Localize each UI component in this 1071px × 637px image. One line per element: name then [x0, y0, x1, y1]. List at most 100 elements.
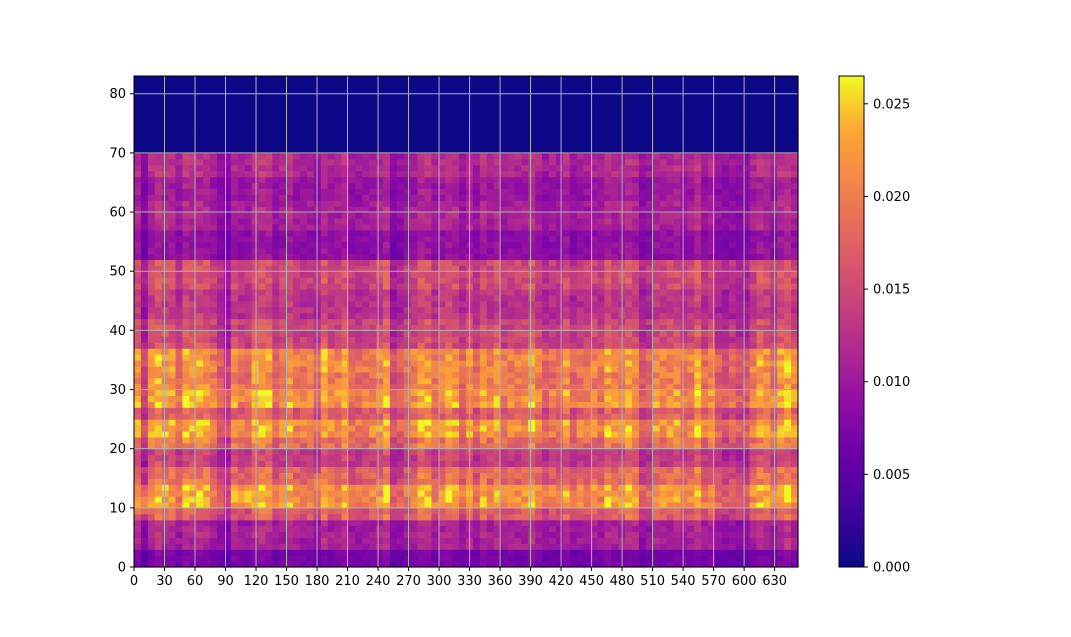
heatmap-cell [479, 519, 488, 527]
heatmap-cell [514, 478, 522, 485]
heatmap-cell [376, 365, 384, 373]
heatmap-cell [154, 318, 163, 326]
heatmap-cell [611, 454, 619, 462]
heatmap-cell [535, 454, 543, 462]
heatmap-cell [300, 330, 308, 337]
heatmap-cell [210, 413, 218, 420]
heatmap-cell [134, 354, 142, 361]
heatmap-cell [327, 383, 336, 391]
heatmap-cell [320, 472, 329, 479]
heatmap-cell [327, 519, 336, 527]
heatmap-cell [313, 460, 322, 468]
heatmap-cell [500, 365, 509, 373]
heatmap-cell [168, 277, 177, 284]
heatmap-cell [521, 288, 529, 296]
heatmap-cell [348, 300, 356, 308]
heatmap-cell [147, 383, 156, 391]
heatmap-cell [590, 336, 599, 343]
heatmap-cell [327, 484, 336, 491]
heatmap-cell [154, 330, 163, 337]
heatmap-cell [687, 265, 695, 272]
heatmap-cell [300, 525, 308, 533]
heatmap-cell [500, 549, 509, 556]
heatmap-cell [410, 283, 419, 290]
heatmap-cell [632, 555, 640, 562]
heatmap-cell [694, 531, 702, 539]
heatmap-cell [763, 395, 771, 402]
heatmap-cell [687, 324, 695, 331]
heatmap-cell [154, 472, 163, 479]
heatmap-cell [569, 419, 578, 426]
heatmap-cell [369, 407, 377, 414]
heatmap-cell [694, 496, 702, 503]
heatmap-cell [652, 478, 661, 485]
heatmap-cell [383, 365, 391, 373]
heatmap-cell [258, 330, 267, 337]
heatmap-cell [196, 496, 204, 503]
heatmap-cell [279, 472, 287, 479]
heatmap-cell [396, 430, 405, 438]
heatmap-cell [549, 555, 557, 562]
heatmap-cell [403, 324, 412, 331]
heatmap-cell [258, 389, 267, 397]
heatmap-cell [659, 436, 668, 444]
heatmap-cell [673, 265, 682, 272]
heatmap-cell [486, 478, 495, 485]
heatmap-cell [140, 324, 149, 331]
heatmap-cell [735, 543, 744, 550]
heatmap-cell [258, 448, 267, 456]
heatmap-cell [306, 561, 315, 568]
heatmap-cell [756, 401, 765, 408]
heatmap-cell [362, 413, 370, 420]
heatmap-cell [583, 496, 592, 503]
heatmap-cell [154, 371, 163, 379]
heatmap-cell [742, 259, 751, 266]
heatmap-cell [645, 383, 654, 391]
heatmap-cell [562, 312, 571, 320]
heatmap-cell [182, 549, 190, 556]
heatmap-cell [763, 484, 771, 491]
heatmap-cell [431, 484, 439, 491]
heatmap-cell [528, 348, 536, 355]
heatmap-cell [535, 359, 543, 367]
heatmap-cell [154, 277, 163, 284]
heatmap-cell [217, 283, 225, 290]
heatmap-cell [486, 288, 495, 296]
heatmap-cell [611, 389, 619, 397]
heatmap-cell [645, 389, 654, 397]
heatmap-cell [217, 472, 225, 479]
heatmap-cell [742, 501, 751, 509]
heatmap-cell [279, 425, 287, 432]
heatmap-cell [708, 501, 716, 509]
heatmap-cell [334, 265, 343, 272]
heatmap-cell [383, 519, 391, 527]
heatmap-cell [286, 478, 294, 485]
heatmap-cell [362, 490, 370, 497]
heatmap-cell [320, 525, 329, 533]
heatmap-cell [701, 430, 709, 438]
heatmap-cell [777, 294, 785, 302]
heatmap-cell [272, 377, 280, 385]
heatmap-cell [756, 283, 765, 290]
heatmap-cell [431, 507, 439, 515]
heatmap-cell [721, 507, 730, 515]
heatmap-cell [300, 543, 308, 550]
heatmap-cell [472, 442, 481, 450]
heatmap-cell [306, 466, 315, 473]
heatmap-cell [293, 442, 301, 450]
heatmap-cell [383, 555, 391, 562]
heatmap-cell [369, 430, 377, 438]
heatmap-cell [452, 365, 460, 373]
heatmap-cell [258, 472, 267, 479]
heatmap-cell [721, 389, 730, 397]
heatmap-cell [673, 490, 682, 497]
heatmap-cell [549, 354, 557, 361]
heatmap-cell [272, 454, 280, 462]
heatmap-cell [134, 401, 142, 408]
heatmap-cell [569, 478, 578, 485]
heatmap-cell [445, 490, 453, 497]
heatmap-cell [334, 330, 343, 337]
heatmap-cell [293, 395, 301, 402]
heatmap-cell [500, 259, 509, 266]
heatmap-cell [735, 277, 744, 284]
